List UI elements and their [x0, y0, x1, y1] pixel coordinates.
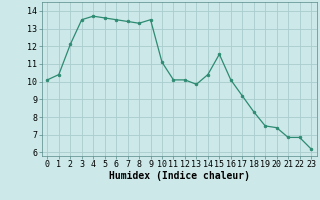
X-axis label: Humidex (Indice chaleur): Humidex (Indice chaleur) [109, 171, 250, 181]
